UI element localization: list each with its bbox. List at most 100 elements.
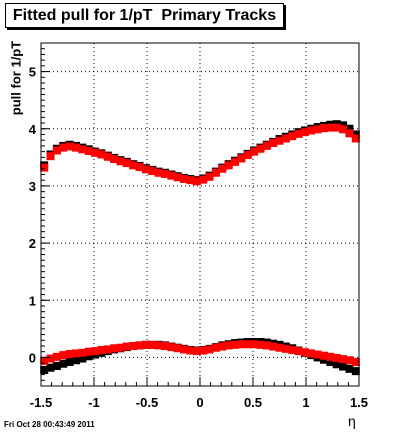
data-points [40, 120, 360, 376]
data-point [52, 361, 61, 370]
x-tick-label: -1.5 [30, 395, 52, 410]
data-point [180, 175, 189, 184]
x-tick-label: 0.5 [244, 395, 262, 410]
data-point [135, 163, 144, 172]
data-point [180, 345, 189, 354]
data-point [154, 341, 163, 350]
data-point [78, 145, 87, 154]
data-point [211, 343, 220, 352]
data-point [351, 130, 360, 139]
data-point [84, 147, 93, 156]
data-point [167, 343, 176, 352]
data-point [161, 341, 170, 350]
y-tick-label: 3 [29, 179, 36, 194]
data-point [307, 126, 316, 135]
data-point [205, 345, 214, 354]
data-point [110, 344, 119, 353]
data-point [91, 347, 100, 356]
data-point [129, 341, 138, 350]
data-point [320, 124, 329, 133]
x-tick-label: 1.5 [350, 395, 368, 410]
data-point [116, 157, 125, 166]
data-point [345, 364, 354, 373]
data-point [351, 367, 360, 376]
data-point [294, 347, 303, 356]
data-point [78, 354, 87, 363]
data-point [294, 129, 303, 138]
data-point [192, 177, 201, 186]
data-point [84, 352, 93, 361]
data-point [269, 342, 278, 351]
data-point [122, 342, 131, 351]
data-point [141, 165, 150, 174]
data-point [288, 345, 297, 354]
data-point [103, 345, 112, 354]
data-point [78, 348, 87, 357]
data-point [243, 151, 252, 160]
data-point [40, 163, 49, 172]
data-point [326, 352, 335, 361]
data-point [71, 356, 80, 365]
data-point [91, 148, 100, 157]
data-point [230, 340, 239, 349]
data-point [211, 168, 220, 177]
data-point [59, 143, 68, 152]
data-point [313, 350, 322, 359]
data-point [326, 123, 335, 132]
data-point [148, 167, 157, 176]
data-point [332, 123, 341, 132]
data-point [161, 169, 170, 178]
data-point [116, 343, 125, 352]
data-point [313, 125, 322, 134]
data-point [40, 365, 49, 374]
data-point [345, 129, 354, 138]
data-point [141, 340, 150, 349]
data-point [230, 157, 239, 166]
data-point [122, 159, 131, 168]
data-point [351, 134, 360, 143]
data-point [237, 154, 246, 163]
data-point [46, 354, 55, 363]
data-point [300, 348, 309, 357]
y-axis-label: pull for 1/pT [6, 28, 26, 128]
y-axis-label-text: pull for 1/pT [8, 40, 24, 116]
data-point [339, 121, 348, 130]
data-point [129, 161, 138, 170]
data-point [71, 143, 80, 152]
data-point [59, 351, 68, 360]
data-point [218, 342, 227, 351]
y-tick-label: 1 [29, 293, 36, 308]
data-point [320, 351, 329, 360]
data-point [192, 347, 201, 356]
plot-frame [40, 42, 360, 387]
data-point [199, 175, 208, 184]
data-point [262, 141, 271, 150]
data-point [332, 353, 341, 362]
data-point [135, 341, 144, 350]
data-point [46, 363, 55, 372]
data-point [173, 344, 182, 353]
data-point [84, 347, 93, 356]
data-point [205, 172, 214, 181]
data-point [256, 340, 265, 349]
data-point [262, 341, 271, 350]
data-point [256, 144, 265, 153]
data-point [52, 146, 61, 155]
x-axis-label: η [348, 413, 356, 429]
axis-ticks: -1.5 -1 -0.5 0 0.5 1 1.5 0 1 2 3 4 5 [29, 42, 368, 410]
data-point [173, 173, 182, 182]
data-point [224, 341, 233, 350]
data-point [243, 340, 252, 349]
data-point [275, 136, 284, 145]
timestamp: Fri Oct 28 00:43:49 2011 [4, 420, 95, 429]
data-point [345, 124, 354, 133]
data-point [281, 344, 290, 353]
data-point [281, 134, 290, 143]
data-point [300, 128, 309, 137]
data-point [97, 150, 106, 159]
x-tick-label: 1 [302, 395, 309, 410]
data-point [40, 356, 49, 365]
data-point [332, 360, 341, 369]
data-point [148, 340, 157, 349]
